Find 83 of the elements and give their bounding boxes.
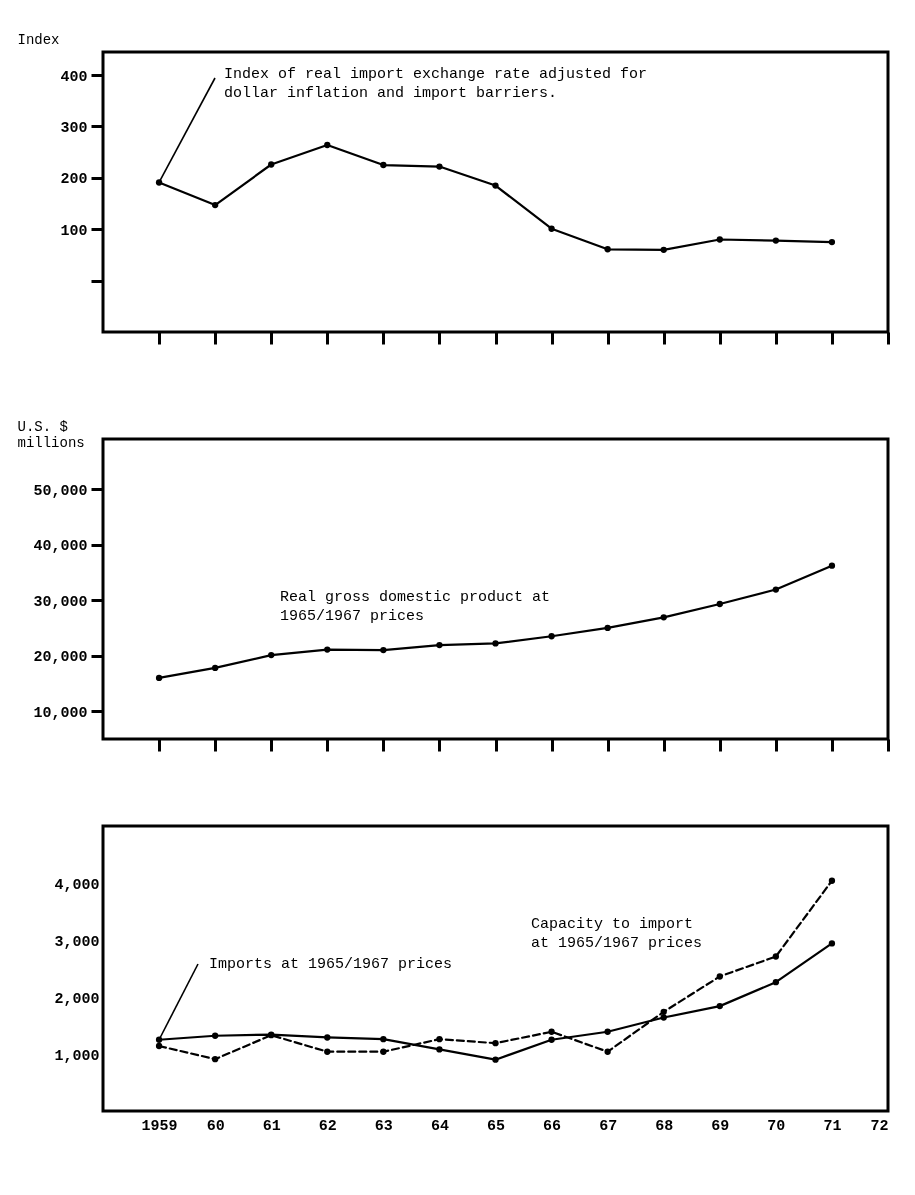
x-tick-label: 61 (262, 1117, 281, 1135)
point (380, 1036, 387, 1043)
point (436, 1036, 443, 1043)
y-tick-label: 20,000 (33, 649, 88, 667)
point (155, 1036, 163, 1043)
y-tick-label: 30,000 (33, 593, 88, 611)
point (492, 182, 499, 189)
point (324, 1034, 331, 1041)
x-tick-label: 71 (823, 1117, 842, 1135)
x-tick-label: 64 (430, 1117, 449, 1135)
y-tick-label: 300 (60, 120, 88, 137)
point (492, 1040, 499, 1047)
series-label: Real gross domestic product at 1965/1967 prices (280, 589, 551, 625)
y-axis-title: U.S. $ millions (17, 418, 85, 451)
y-tick-label: 2,000 (54, 990, 100, 1008)
y-tick-label: 50,000 (33, 482, 88, 500)
point (436, 1046, 443, 1053)
x-tick-label: 63 (374, 1117, 393, 1135)
point (772, 979, 780, 986)
point (211, 664, 219, 672)
point (155, 674, 163, 682)
point (380, 161, 387, 169)
y-axis-title: Index (17, 31, 60, 48)
point (604, 246, 611, 253)
point (155, 1042, 163, 1050)
point (268, 161, 275, 168)
point (660, 614, 667, 621)
y-tick-label: 1,000 (54, 1047, 100, 1065)
x-tick-label: 68 (655, 1117, 674, 1135)
x-tick-label: 66 (543, 1117, 562, 1135)
point (716, 973, 723, 980)
point (660, 1014, 667, 1021)
text: Index of real import exchange rate adjusted for dollar inflation and import barriers. (224, 66, 648, 102)
point (324, 1048, 331, 1055)
x-tick-label: 65 (486, 1117, 506, 1135)
point (548, 633, 555, 640)
point (211, 201, 219, 209)
point (380, 1048, 387, 1055)
point (604, 1028, 611, 1035)
x-tick-label: 62 (318, 1117, 337, 1135)
point (716, 1002, 723, 1010)
point (324, 646, 331, 653)
x-tick-label: 69 (711, 1117, 730, 1135)
x-tick-label: 67 (599, 1117, 618, 1135)
point (772, 953, 780, 960)
y-tick-label: 40,000 (33, 538, 88, 556)
point (772, 237, 780, 244)
point (492, 1056, 499, 1063)
y-tick-label: 200 (60, 171, 88, 189)
series-label: Capacity to import at 1965/1967 prices (531, 916, 703, 952)
x-tick-label: 1959 (141, 1117, 178, 1135)
x-tick-label: 72 (870, 1117, 889, 1135)
y-tick-label: 3,000 (54, 933, 100, 951)
point (660, 1008, 667, 1015)
point (716, 600, 723, 608)
y-tick-label: 100 (60, 222, 88, 240)
point (380, 646, 387, 654)
point (492, 640, 499, 647)
point (211, 1032, 219, 1039)
point (660, 246, 667, 253)
x-tick-label: 70 (767, 1117, 786, 1135)
point (772, 586, 780, 593)
point (604, 624, 611, 632)
point (828, 877, 836, 884)
point (716, 236, 723, 243)
point (548, 1028, 555, 1035)
point (268, 651, 275, 659)
point (436, 163, 443, 170)
point (548, 1036, 555, 1043)
point (548, 225, 555, 232)
point (604, 1048, 611, 1055)
y-tick-label: 400 (60, 68, 88, 86)
text: Imports at 1965/1967 prices (209, 956, 453, 973)
point (155, 179, 163, 186)
point (324, 141, 331, 149)
point (211, 1055, 219, 1063)
y-tick-label: 4,000 (54, 876, 100, 894)
point (436, 641, 443, 649)
y-tick-label: 10,000 (33, 704, 88, 722)
point (828, 238, 836, 246)
point (828, 562, 836, 569)
point (828, 940, 836, 947)
x-tick-label: 60 (206, 1117, 225, 1135)
